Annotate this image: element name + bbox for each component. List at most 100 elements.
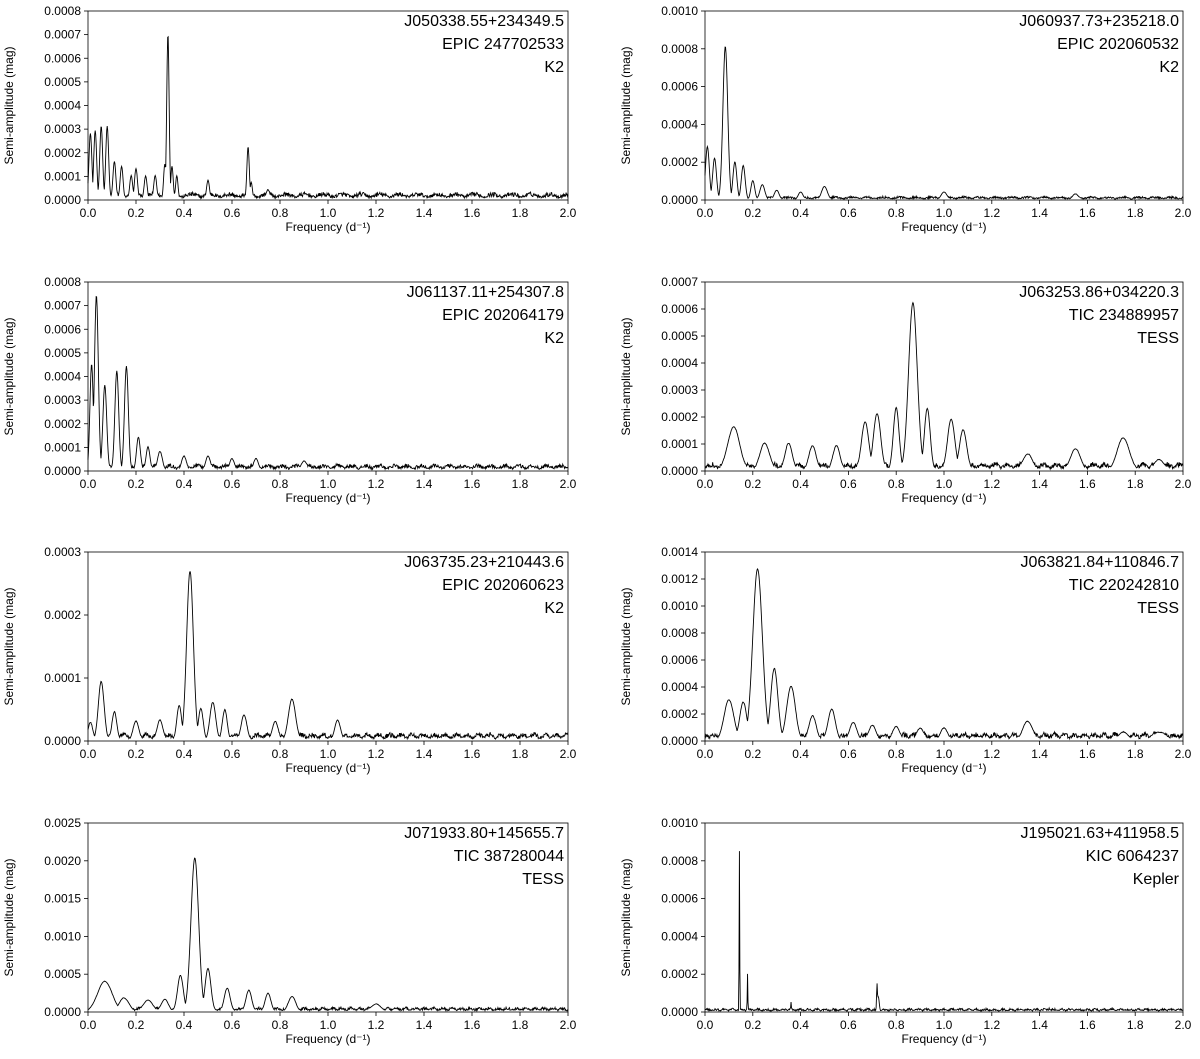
y-tick-label: 0.0008 [44,4,81,18]
mission-label: TESS [1137,330,1179,347]
y-tick-label: 0.0004 [44,370,81,384]
y-tick-label: 0.0020 [44,854,81,868]
y-tick-label: 0.0014 [661,545,698,559]
x-tick-label: 1.6 [464,747,481,761]
x-tick-label: 0.8 [272,206,289,220]
x-tick-label: 1.4 [416,747,433,761]
chart-panel-6: 0.00000.00020.00040.00060.00080.00100.00… [619,545,1192,775]
amplitude-spectrum-line [704,301,1184,471]
x-tick-label: 1.8 [1127,206,1144,220]
mission-label: K2 [544,59,564,76]
x-tick-label: 0.6 [224,477,241,491]
x-tick-label: 0.4 [176,477,193,491]
x-tick-label: 1.6 [464,206,481,220]
x-tick-label: 0.6 [224,206,241,220]
x-tick-label: 2.0 [1175,747,1192,761]
y-tick-label: 0.0000 [661,193,698,207]
x-tick-label: 0.6 [840,1018,857,1032]
y-tick-label: 0.0010 [661,816,698,830]
y-tick-label: 0.0010 [44,929,81,943]
x-tick-label: 0.0 [697,206,714,220]
y-tick-label: 0.0000 [661,734,698,748]
y-tick-label: 0.0003 [44,122,81,136]
x-tick-label: 0.0 [80,477,97,491]
x-tick-label: 0.2 [128,1018,145,1032]
y-axis-title: Semi-amplitude (mag) [2,317,16,435]
x-tick-label: 1.2 [368,1018,385,1032]
x-tick-label: 0.0 [80,1018,97,1032]
x-tick-label: 1.2 [368,206,385,220]
x-tick-label: 2.0 [560,206,577,220]
y-tick-label: 0.0003 [44,393,81,407]
x-tick-label: 0.8 [888,477,905,491]
star-name-label: J071933.80+145655.7 [404,825,564,842]
y-tick-label: 0.0006 [661,302,698,316]
x-tick-label: 1.0 [320,747,337,761]
x-tick-label: 1.0 [320,206,337,220]
x-tick-label: 0.6 [840,206,857,220]
x-tick-label: 1.0 [320,1018,337,1032]
y-axis-title: Semi-amplitude (mag) [619,858,633,976]
y-tick-label: 0.0000 [44,734,81,748]
star-name-label: J063735.23+210443.6 [404,554,564,571]
mission-label: K2 [544,600,564,617]
y-tick-label: 0.0000 [661,1005,698,1019]
amplitude-spectrum-line [704,851,1184,1013]
x-tick-label: 0.2 [128,206,145,220]
x-tick-label: 0.4 [176,206,193,220]
x-tick-label: 2.0 [1175,477,1192,491]
x-tick-label: 0.8 [272,477,289,491]
x-axis-title: Frequency (d⁻¹) [285,220,370,234]
y-tick-label: 0.0001 [44,671,81,685]
x-tick-label: 0.6 [840,477,857,491]
star-name-label: J060937.73+235218.0 [1019,13,1179,30]
y-tick-label: 0.0008 [661,854,698,868]
x-tick-label: 1.8 [1127,1018,1144,1032]
y-tick-label: 0.0002 [661,707,698,721]
y-tick-label: 0.0004 [44,99,81,113]
chart-panel-5: 0.0000 0.0001 0.0002 0.0003 0.0 0.2 0.4 0.6 0.8 1… [2,545,577,775]
x-tick-label: 1.4 [1031,477,1048,491]
x-tick-label: 1.2 [983,747,1000,761]
chart-panel-8: 0.0000 0.0002 0.0004 0.0006 0.0008 0.0010 0.0 0… [619,816,1192,1046]
x-tick-label: 1.4 [416,1018,433,1032]
y-axis-title: Semi-amplitude (mag) [619,46,633,164]
y-tick-label: 0.0003 [661,383,698,397]
x-tick-label: 0.4 [792,1018,809,1032]
x-axis-title: Frequency (d⁻¹) [285,1032,370,1046]
chart-panel-2: 0.0000 0.0002 0.0004 0.0006 0.0008 0.0010 0.0 0… [619,4,1192,234]
x-tick-label: 1.2 [368,747,385,761]
x-tick-label: 0.0 [80,206,97,220]
y-tick-label: 0.0001 [44,440,81,454]
x-tick-label: 1.6 [1079,206,1096,220]
y-tick-label: 0.0025 [44,816,81,830]
x-tick-label: 0.4 [792,747,809,761]
x-axis-title: Frequency (d⁻¹) [901,761,986,775]
x-tick-label: 1.6 [1079,1018,1096,1032]
x-tick-label: 0.4 [176,747,193,761]
x-tick-label: 1.6 [464,1018,481,1032]
x-tick-label: 0.4 [176,1018,193,1032]
x-tick-label: 1.4 [1031,1018,1048,1032]
amplitude-spectrum-line [704,46,1184,201]
x-tick-label: 0.0 [697,747,714,761]
x-tick-label: 1.4 [416,477,433,491]
y-tick-label: 0.0002 [44,608,81,622]
y-tick-label: 0.0007 [44,28,81,42]
x-tick-label: 0.2 [744,1018,761,1032]
y-tick-label: 0.0008 [661,42,698,56]
y-tick-label: 0.0004 [661,117,698,131]
x-tick-label: 1.4 [416,206,433,220]
star-name-label: J061137.11+254307.8 [407,284,564,301]
y-tick-label: 0.0005 [44,967,81,981]
x-tick-label: 1.0 [320,477,337,491]
x-tick-label: 0.6 [840,747,857,761]
x-tick-label: 0.8 [888,1018,905,1032]
y-tick-label: 0.0008 [44,275,81,289]
x-tick-label: 0.6 [224,1018,241,1032]
y-tick-label: 0.0001 [44,169,81,183]
x-tick-label: 0.2 [128,747,145,761]
y-axis-title: Semi-amplitude (mag) [619,317,633,435]
catalog-id-label: KIC 6064237 [1086,848,1180,865]
y-tick-label: 0.0010 [661,599,698,613]
